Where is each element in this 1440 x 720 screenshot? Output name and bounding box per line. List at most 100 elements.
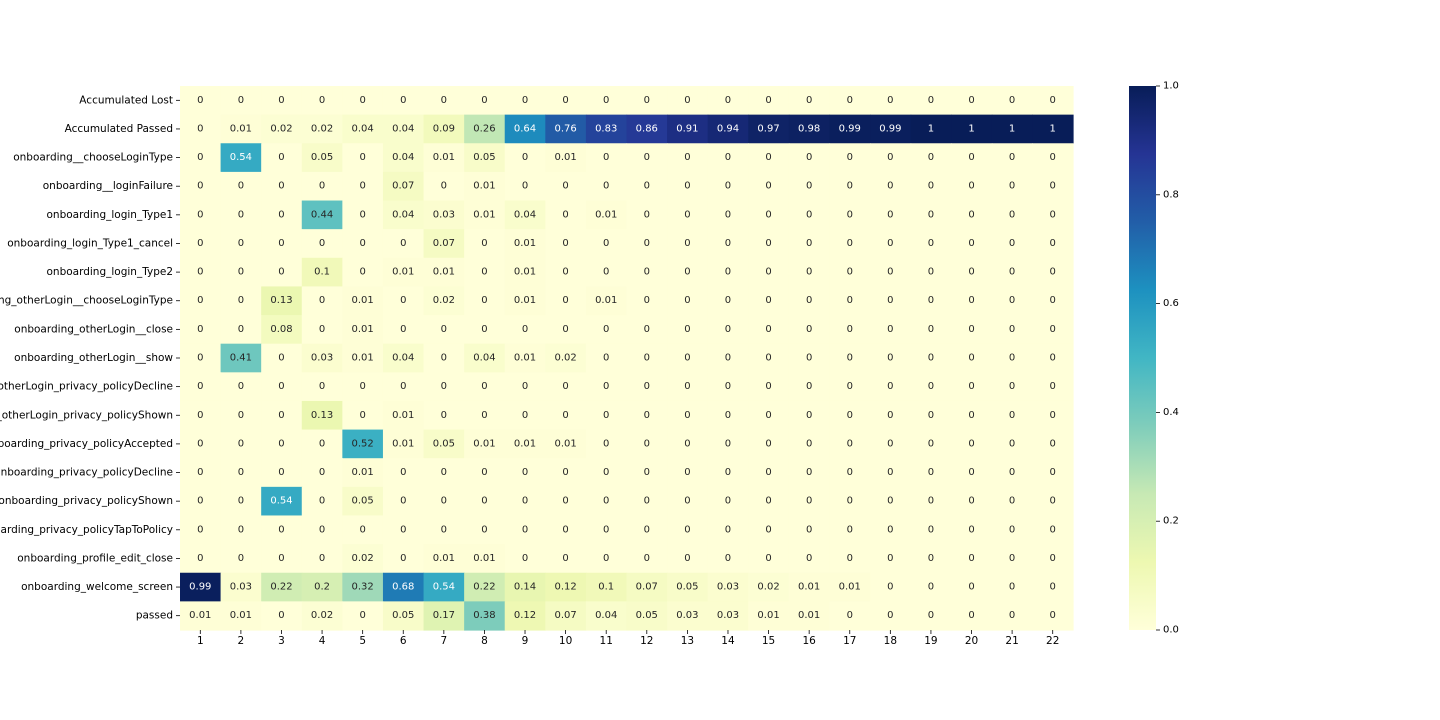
cell-value-label: 0 [481,295,487,306]
heatmap-cell [788,257,831,288]
heatmap-cell [261,601,303,631]
heatmap-cell [910,315,952,345]
cell-value-label: 0 [238,295,244,306]
cell-value-label: 0.01 [514,267,536,278]
cell-value-label: 0 [806,267,812,278]
heatmap-cell [382,458,425,488]
heatmap-cell [342,429,384,459]
heatmap-cell [870,544,912,574]
cell-value-label: 0.91 [676,123,698,134]
cell-value-label: 0 [481,496,487,507]
cell-value-label: 0.01 [433,553,455,564]
cell-value-label: 0 [806,209,812,220]
heatmap-cell [748,572,790,602]
heatmap-cell [951,229,993,259]
cell-value-label: 0 [1050,295,1056,306]
heatmap-cell [382,343,425,373]
cell-value-label: 0 [603,353,609,364]
heatmap-cell [1032,400,1074,431]
cell-value-label: 0 [968,582,974,593]
cell-value-label: 0 [725,267,731,278]
cell-value-label: 0 [847,267,853,278]
heatmap-cell [910,544,952,574]
x-tick-label: 15 [762,635,775,647]
heatmap-cell [180,143,222,173]
cell-value-label: 0 [400,381,406,392]
cell-value-label: 0 [644,295,650,306]
cell-value-label: 0 [481,267,487,278]
heatmap-cell [464,372,506,402]
cell-value-label: 0.54 [270,496,292,507]
heatmap-cell [342,486,384,517]
cell-value-label: 0.01 [595,209,617,220]
heatmap-cell [951,458,993,488]
heatmap-cell [342,286,384,316]
cell-value-label: 0 [522,95,528,106]
heatmap-cell [261,400,303,431]
cell-value-label: 0 [847,324,853,335]
heatmap-cell [748,429,790,459]
heatmap-cell [829,486,871,517]
cell-value-label: 0 [725,209,731,220]
heatmap-cell [180,429,222,459]
heatmap-cell [382,229,425,259]
cell-value-label: 0 [684,496,690,507]
heatmap-cell [261,544,303,574]
x-tick-label: 4 [319,635,326,647]
cell-value-label: 0 [806,324,812,335]
cell-value-label: 0 [278,238,284,249]
heatmap-cell [545,171,587,202]
heatmap-cell [626,286,668,316]
cell-value-label: 0 [1009,209,1015,220]
heatmap-cell [585,400,628,431]
cell-value-label: 0.04 [392,152,414,163]
cell-value-label: 0.08 [270,324,292,335]
cell-value-label: 0 [847,496,853,507]
cell-value-label: 0 [1050,496,1056,507]
cell-value-label: 0 [319,496,325,507]
cell-value-label: 0 [928,610,934,621]
heatmap-cell [301,429,343,459]
heatmap-cell [342,143,384,173]
heatmap-cell [951,429,993,459]
cell-value-label: 0.17 [433,610,455,621]
cell-value-label: 0 [968,181,974,192]
heatmap-cell [342,86,384,116]
cell-value-label: 0 [562,267,568,278]
heatmap-cell [951,171,993,202]
heatmap-cell [788,486,831,517]
heatmap-cell [991,486,1034,517]
heatmap-cell [951,315,993,345]
heatmap-cell [180,544,222,574]
cell-value-label: 0 [847,238,853,249]
heatmap-cell [1032,544,1074,574]
x-tick-label: 6 [400,635,407,647]
cell-value-label: 0 [968,438,974,449]
cell-value-label: 0.01 [757,610,779,621]
cell-value-label: 0 [603,553,609,564]
cell-value-label: 0 [725,496,731,507]
heatmap-cell [423,486,465,517]
heatmap-cell [382,171,425,202]
heatmap-cell [585,372,628,402]
cell-value-label: 0 [278,438,284,449]
heatmap-cell [261,257,303,288]
heatmap-cell [626,515,668,545]
heatmap-cell [342,544,384,574]
cell-value-label: 0 [644,267,650,278]
cell-value-label: 0 [847,209,853,220]
heatmap-cell [707,315,749,345]
cell-value-label: 0 [1050,238,1056,249]
cell-value-label: 0.02 [311,123,333,134]
heatmap-cell [707,171,749,202]
cell-value-label: 0 [481,95,487,106]
cell-value-label: 0 [359,238,365,249]
cell-value-label: 0 [968,209,974,220]
heatmap-cell [382,286,425,316]
cell-value-label: 0 [847,438,853,449]
heatmap-cell [626,458,668,488]
cell-value-label: 0 [968,353,974,364]
heatmap-cell [870,343,912,373]
heatmap-cell [464,400,506,431]
heatmap-cell [626,315,668,345]
